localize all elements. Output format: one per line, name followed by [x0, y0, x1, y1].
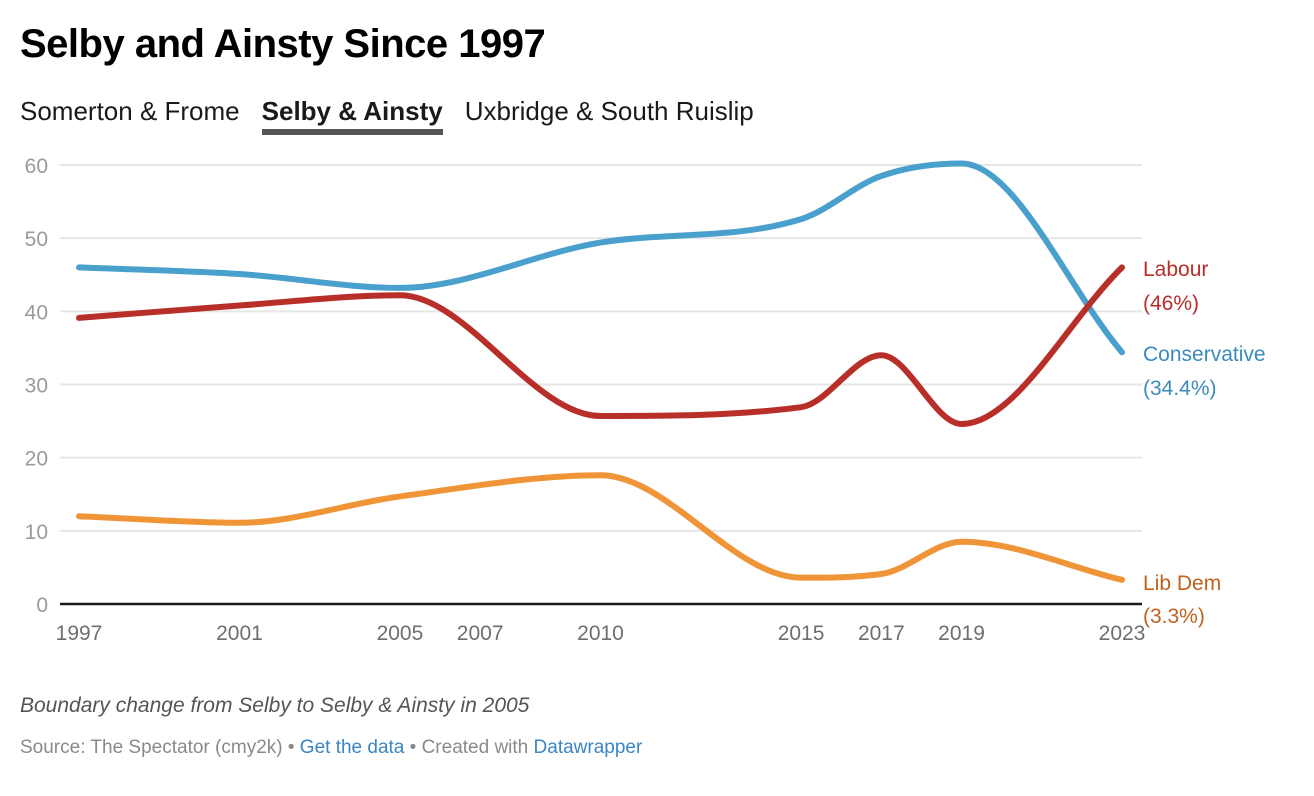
source-text: Source: The Spectator (cmy2k) •	[20, 737, 300, 758]
series-label-lib-dem: Lib Dem	[1143, 572, 1221, 595]
tab-somerton-frome[interactable]: Somerton & Frome	[20, 96, 240, 126]
line-chart: 0 10 20 30 40 50 60 1997 2001 2005 2007 2010 2015 201…	[25, 155, 1266, 645]
get-the-data-link[interactable]: Get the data	[299, 737, 405, 758]
y-tick-label: 30	[25, 375, 48, 398]
x-tick-label: 2019	[938, 622, 985, 645]
tab-uxbridge-south-ruislip[interactable]: Uxbridge & South Ruislip	[464, 96, 754, 126]
source-line: Source: The Spectator (cmy2k) • Get the …	[20, 737, 642, 759]
series-line-conservative	[76, 160, 1125, 356]
created-with-text: • Created with	[404, 737, 534, 758]
x-tick-label: 2023	[1099, 622, 1146, 645]
series-label-labour: Labour	[1143, 258, 1208, 281]
x-tick-label: 2007	[457, 622, 504, 645]
x-tick-label: 2001	[216, 622, 263, 645]
y-tick-label: 0	[36, 594, 48, 617]
x-tick-label: 1997	[56, 622, 103, 645]
y-tick-label: 40	[25, 301, 48, 324]
series-value-label-conservative: (34.4%)	[1143, 377, 1217, 400]
series-value-label-labour: (46%)	[1143, 292, 1199, 315]
x-tick-label: 2005	[377, 622, 424, 645]
y-tick-label: 20	[25, 448, 48, 471]
constituency-tabs: Somerton & Frome Selby & Ainsty Uxbridge…	[20, 96, 754, 135]
y-tick-label: 50	[25, 228, 48, 251]
y-tick-label: 60	[25, 155, 48, 178]
y-tick-label: 10	[25, 521, 48, 544]
datawrapper-link[interactable]: Datawrapper	[533, 737, 643, 758]
x-tick-label: 2015	[778, 622, 825, 645]
chart-title: Selby and Ainsty Since 1997	[20, 22, 546, 66]
x-tick-label: 2010	[577, 622, 624, 645]
series-line-labour	[76, 264, 1125, 428]
label-layer: Conservative (34.4%) Labour (46%) Lib Dem (3.…	[1143, 258, 1266, 628]
grid-layer: 0 10 20 30 40 50 60 1997 2001 2005 2007 2010 2015 201…	[25, 155, 1146, 645]
series-layer	[76, 160, 1125, 583]
series-value-label-lib-dem: (3.3%)	[1143, 605, 1205, 628]
series-line-lib-dem	[76, 472, 1125, 583]
series-label-conservative: Conservative	[1143, 343, 1266, 366]
x-tick-label: 2017	[858, 622, 905, 645]
tab-selby-ainsty[interactable]: Selby & Ainsty	[261, 96, 443, 135]
chart-note: Boundary change from Selby to Selby & Ai…	[20, 694, 530, 717]
